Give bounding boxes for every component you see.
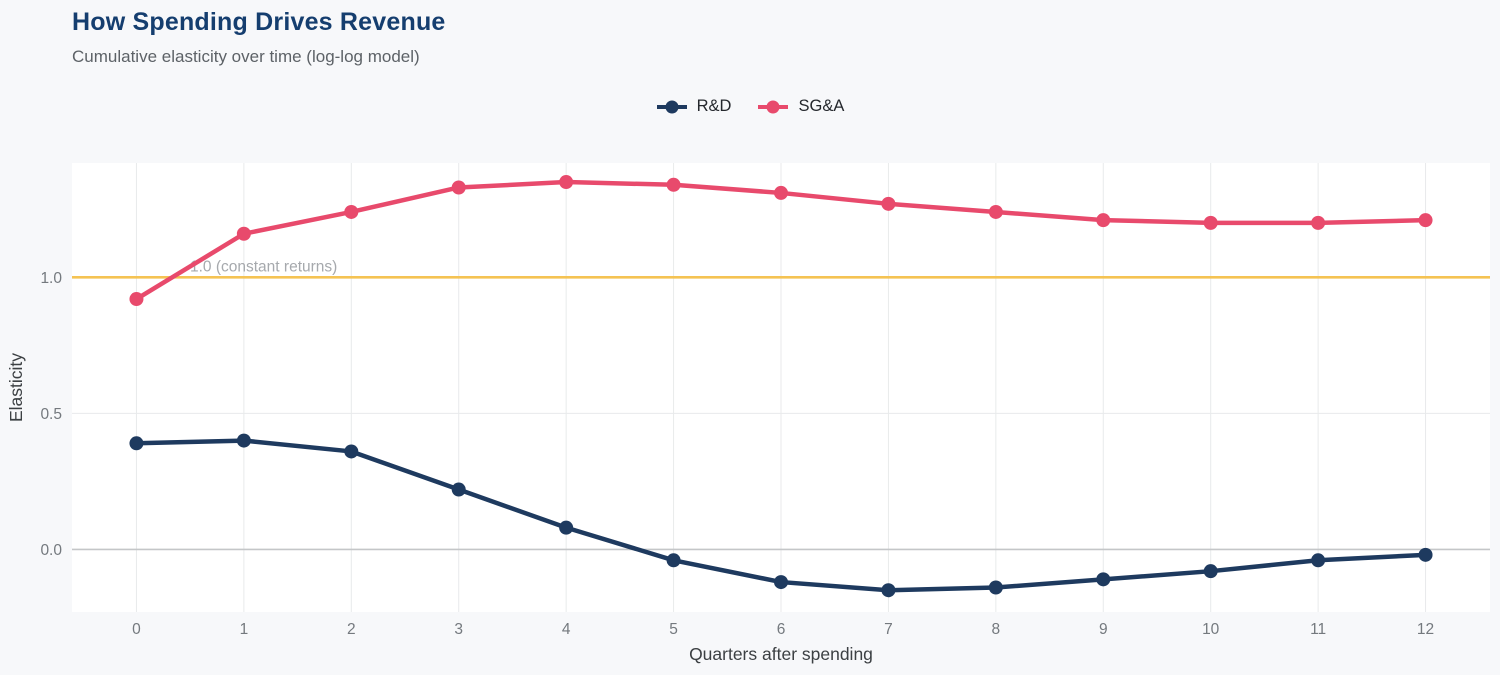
- x-axis-title: Quarters after spending: [689, 644, 873, 664]
- x-tick-label: 11: [1310, 621, 1326, 638]
- x-tick-label: 3: [454, 621, 463, 638]
- x-tick-label: 12: [1417, 621, 1434, 638]
- y-tick-label: 0.5: [40, 406, 62, 423]
- chart-legend: R&D SG&A: [0, 97, 1500, 116]
- x-tick-label: 5: [669, 621, 678, 638]
- reference-line-label: 1.0 (constant returns): [190, 258, 337, 275]
- series-rd-point[interactable]: [1418, 547, 1433, 562]
- series-rd-point[interactable]: [1203, 564, 1218, 579]
- y-tick-label: 1.0: [40, 270, 62, 287]
- x-tick-label: 1: [240, 621, 249, 638]
- x-tick-label: 7: [884, 621, 893, 638]
- series-sga-point[interactable]: [774, 185, 788, 200]
- series-sga-point[interactable]: [1418, 213, 1433, 228]
- series-rd-point[interactable]: [1311, 553, 1326, 568]
- y-axis-title: Elasticity: [6, 353, 26, 422]
- x-tick-label: 9: [1099, 621, 1108, 638]
- legend-item-rd[interactable]: R&D: [656, 97, 732, 116]
- series-rd-point[interactable]: [236, 433, 251, 448]
- chart-subtitle: Cumulative elasticity over time (log-log…: [72, 47, 420, 66]
- series-rd-point[interactable]: [1096, 572, 1111, 587]
- series-sga-point[interactable]: [129, 292, 144, 307]
- x-tick-label: 0: [132, 621, 141, 638]
- series-sga-point[interactable]: [1311, 215, 1326, 230]
- x-tick-label: 4: [562, 621, 571, 638]
- series-rd-point[interactable]: [559, 520, 574, 535]
- series-sga-point[interactable]: [881, 196, 896, 211]
- series-rd-point[interactable]: [666, 553, 681, 568]
- y-tick-label: 0.0: [40, 542, 62, 559]
- series-rd-point[interactable]: [451, 482, 466, 497]
- legend-label-sga: SG&A: [798, 97, 845, 115]
- series-sga-point[interactable]: [559, 175, 574, 190]
- x-tick-label: 10: [1202, 621, 1220, 638]
- sga-line-marker-icon: [758, 100, 789, 113]
- series-rd-point[interactable]: [129, 436, 144, 451]
- series-rd-point[interactable]: [344, 444, 359, 459]
- series-sga-point[interactable]: [988, 204, 1003, 219]
- series-rd-point[interactable]: [881, 583, 896, 598]
- legend-item-sga[interactable]: SG&A: [757, 97, 844, 116]
- series-rd-point[interactable]: [774, 575, 788, 590]
- series-sga-point[interactable]: [666, 177, 681, 192]
- series-sga-point[interactable]: [236, 226, 251, 241]
- x-tick-label: 6: [777, 621, 786, 638]
- series-sga-point[interactable]: [1203, 215, 1218, 230]
- rd-line-marker-icon: [656, 100, 687, 113]
- series-sga-point[interactable]: [451, 180, 466, 195]
- x-tick-label: 8: [992, 621, 1001, 638]
- series-rd-point[interactable]: [988, 580, 1003, 595]
- series-sga-point[interactable]: [344, 204, 359, 219]
- series-sga-point[interactable]: [1096, 213, 1111, 228]
- legend-label-rd: R&D: [696, 97, 732, 115]
- chart-header: How Spending Drives Revenue Cumulative e…: [72, 8, 446, 67]
- chart-title: How Spending Drives Revenue: [72, 8, 446, 36]
- x-tick-label: 2: [347, 621, 356, 638]
